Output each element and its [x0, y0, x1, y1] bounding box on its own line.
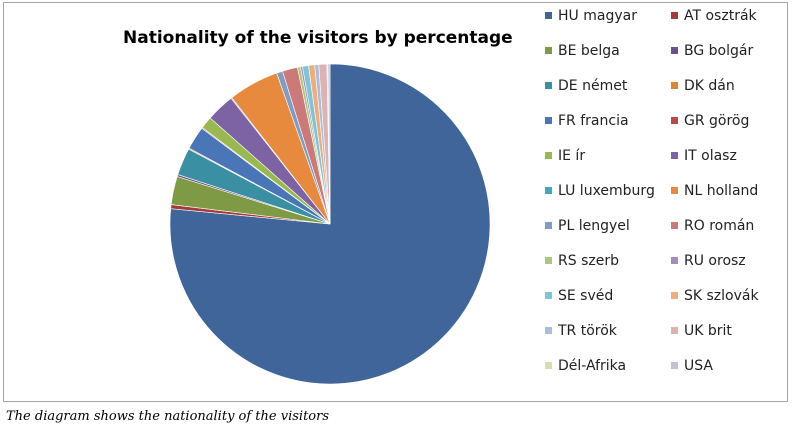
- legend-swatch: [545, 291, 552, 299]
- legend-item-dk-d-n: DK dán: [671, 78, 735, 94]
- legend-item-uk-brit: UK brit: [671, 323, 732, 339]
- legend-swatch: [671, 11, 678, 19]
- legend-item-gr-g-r-g: GR görög: [671, 113, 749, 129]
- legend-item-be-belga: BE belga: [545, 43, 620, 59]
- legend-label: LU luxemburg: [558, 183, 655, 199]
- legend-item-it-olasz: IT olasz: [671, 148, 737, 164]
- legend-swatch: [545, 361, 552, 369]
- legend-swatch: [545, 221, 552, 229]
- legend-swatch: [671, 291, 678, 299]
- legend-item-ro-rom-n: RO román: [671, 218, 754, 234]
- legend-swatch: [545, 116, 552, 124]
- legend-label: UK brit: [684, 323, 732, 339]
- legend-item-nl-holland: NL holland: [671, 183, 758, 199]
- chart-title: Nationality of the visitors by percentag…: [123, 28, 513, 48]
- legend-item-hu-magyar: HU magyar: [545, 8, 637, 24]
- legend-swatch: [545, 151, 552, 159]
- legend-label: RO román: [684, 218, 755, 234]
- legend-label: IE ír: [558, 148, 586, 164]
- legend-item-usa: USA: [671, 358, 713, 374]
- legend-label: AT osztrák: [684, 8, 757, 24]
- legend-item-ie-r: IE ír: [545, 148, 585, 164]
- legend-swatch: [545, 326, 552, 334]
- legend-label: PL lengyel: [558, 218, 630, 234]
- legend-item-pl-lengyel: PL lengyel: [545, 218, 630, 234]
- legend-item-se-sv-d: SE svéd: [545, 288, 613, 304]
- legend-label: BE belga: [558, 43, 620, 59]
- legend-label: SK szlovák: [684, 288, 759, 304]
- legend-swatch: [671, 116, 678, 124]
- legend-label: HU magyar: [558, 8, 637, 24]
- legend-label: DK dán: [684, 78, 735, 94]
- legend-label: FR francia: [558, 113, 629, 129]
- legend-item-fr-francia: FR francia: [545, 113, 629, 129]
- legend-swatch: [671, 326, 678, 334]
- legend-label: USA: [684, 358, 713, 374]
- legend-swatch: [671, 221, 678, 229]
- legend-item-bg-bolg-r: BG bolgár: [671, 43, 753, 59]
- legend-item-sk-szlov-k: SK szlovák: [671, 288, 759, 304]
- legend-item-rs-szerb: RS szerb: [545, 253, 619, 269]
- legend-item-tr-t-r-k: TR török: [545, 323, 617, 339]
- legend-label: RS szerb: [558, 253, 619, 269]
- legend-label: NL holland: [684, 183, 759, 199]
- legend-swatch: [545, 256, 552, 264]
- legend-swatch: [671, 81, 678, 89]
- legend-item-ru-orosz: RU orosz: [671, 253, 746, 269]
- legend-item-lu-luxemburg: LU luxemburg: [545, 183, 655, 199]
- legend-swatch: [545, 11, 552, 19]
- legend-label: TR török: [558, 323, 617, 339]
- legend-label: DE német: [558, 78, 628, 94]
- pie-slice-usa: [327, 63, 331, 225]
- legend-swatch: [545, 46, 552, 54]
- legend-swatch: [545, 186, 552, 194]
- legend-label: BG bolgár: [684, 43, 754, 59]
- legend-label: IT olasz: [684, 148, 737, 164]
- legend-swatch: [671, 361, 678, 369]
- legend-item-at-osztr-k: AT osztrák: [671, 8, 757, 24]
- legend-label: GR görög: [684, 113, 750, 129]
- figure-caption: The diagram shows the nationality of the…: [6, 409, 330, 424]
- legend-label: RU orosz: [684, 253, 746, 269]
- legend-swatch: [671, 256, 678, 264]
- legend-item-de-n-met: DE német: [545, 78, 627, 94]
- legend-swatch: [671, 186, 678, 194]
- legend-label: SE svéd: [558, 288, 614, 304]
- legend-label: Dél-Afrika: [558, 358, 627, 374]
- legend-swatch: [671, 46, 678, 54]
- legend-swatch: [671, 151, 678, 159]
- legend-item-d-l-afrika: Dél-Afrika: [545, 358, 626, 374]
- legend-swatch: [545, 81, 552, 89]
